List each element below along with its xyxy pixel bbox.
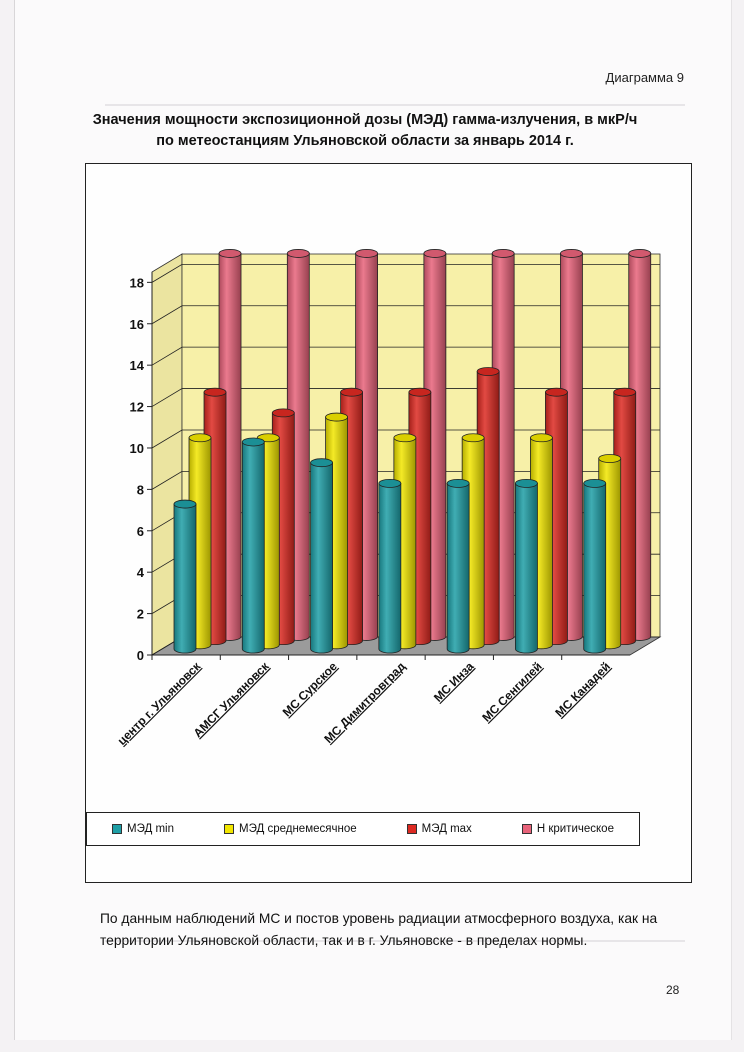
y-tick-label: 12 xyxy=(130,400,144,415)
y-tick-label: 18 xyxy=(130,275,144,290)
bar-top xyxy=(408,387,432,397)
legend-item: МЭД min xyxy=(112,823,174,835)
bar-top xyxy=(188,433,212,443)
chart-title-line-1: Значения мощности экспозиционной дозы (М… xyxy=(92,112,638,128)
bar-top xyxy=(423,249,447,258)
bar-top xyxy=(218,249,242,258)
bar xyxy=(241,437,265,654)
bar-body xyxy=(446,482,470,654)
legend-swatch xyxy=(521,824,532,834)
bar-top xyxy=(613,387,637,397)
bar-body xyxy=(583,482,607,654)
body-text: По данным наблюдений МС и постов уровень… xyxy=(100,911,658,948)
bar-body xyxy=(310,462,333,654)
bar-top xyxy=(583,478,607,488)
x-tick-label: МС Инза xyxy=(431,659,477,705)
bar-top xyxy=(598,454,622,463)
bar xyxy=(583,478,607,654)
bleed-through-line xyxy=(105,940,685,942)
bar-body xyxy=(173,503,197,654)
bar-top xyxy=(491,249,515,258)
bar-top xyxy=(628,249,652,258)
diagram-label: Диаграмма 9 xyxy=(605,70,684,85)
bar-body xyxy=(515,482,538,654)
chart-title-line-2: по метеостанциям Ульяновской области за … xyxy=(156,133,574,149)
y-tick-label: 2 xyxy=(137,607,144,622)
y-tick-label: 16 xyxy=(130,317,144,332)
bar-top xyxy=(461,433,485,443)
legend-label: Н критическое xyxy=(536,823,614,835)
bar-body xyxy=(378,482,402,654)
bar-top xyxy=(173,499,197,509)
bar xyxy=(446,478,470,654)
y-tick-label: 4 xyxy=(137,565,145,580)
legend-label: МЭД min xyxy=(127,823,174,835)
y-tick-label: 10 xyxy=(130,441,144,456)
legend-swatch xyxy=(224,824,234,834)
bar-top xyxy=(241,437,265,447)
y-tick-label: 0 xyxy=(137,648,144,663)
chart-title: Значения мощности экспозиционной дозы (М… xyxy=(40,110,690,152)
legend-swatch xyxy=(406,824,417,834)
bar-top xyxy=(446,478,470,488)
y-tick-label: 6 xyxy=(137,524,144,539)
bar xyxy=(310,458,333,654)
bar-top xyxy=(476,367,500,376)
bar-top xyxy=(530,433,553,443)
page-number: 28 xyxy=(666,983,680,997)
legend-label: МЭД среднемесячное xyxy=(239,823,357,835)
bar-top xyxy=(515,478,538,488)
x-tick-label: МС Сурское xyxy=(280,659,340,719)
bleed-through-line xyxy=(105,104,685,106)
bar-top xyxy=(271,408,295,418)
legend-item: МЭД среднемесячное xyxy=(224,823,357,835)
bar xyxy=(515,478,538,654)
bar-top xyxy=(393,433,417,443)
x-tick-label: МС Канадей xyxy=(552,659,613,720)
bar-top xyxy=(203,387,227,397)
x-tick-label: АМСГ Ульяновск xyxy=(191,659,273,741)
bar-top xyxy=(340,387,363,397)
legend-item: Н критическое xyxy=(521,823,614,835)
x-tick-label: МС Сенгилей xyxy=(479,659,544,724)
bar-top xyxy=(355,249,378,258)
bar xyxy=(173,499,197,654)
x-tick-label: центр г. Ульяновск xyxy=(115,659,204,748)
body-paragraph: По данным наблюдений МС и постов уровень… xyxy=(100,908,685,952)
bar xyxy=(378,478,402,654)
bar-top xyxy=(286,249,310,258)
bar-top xyxy=(545,387,568,397)
bar-top xyxy=(378,478,402,488)
bar-top xyxy=(325,412,348,422)
y-tick-label: 14 xyxy=(130,358,145,373)
bar-body xyxy=(241,441,265,654)
legend-item: МЭД max xyxy=(406,823,472,835)
legend-label: МЭД max xyxy=(421,823,472,835)
y-tick-label: 8 xyxy=(137,482,144,497)
chart-legend: МЭД min МЭД среднемесячное МЭД max Н критич… xyxy=(86,812,640,846)
legend-swatch xyxy=(112,824,122,834)
bar-top xyxy=(310,458,333,468)
bar-top xyxy=(560,249,583,258)
